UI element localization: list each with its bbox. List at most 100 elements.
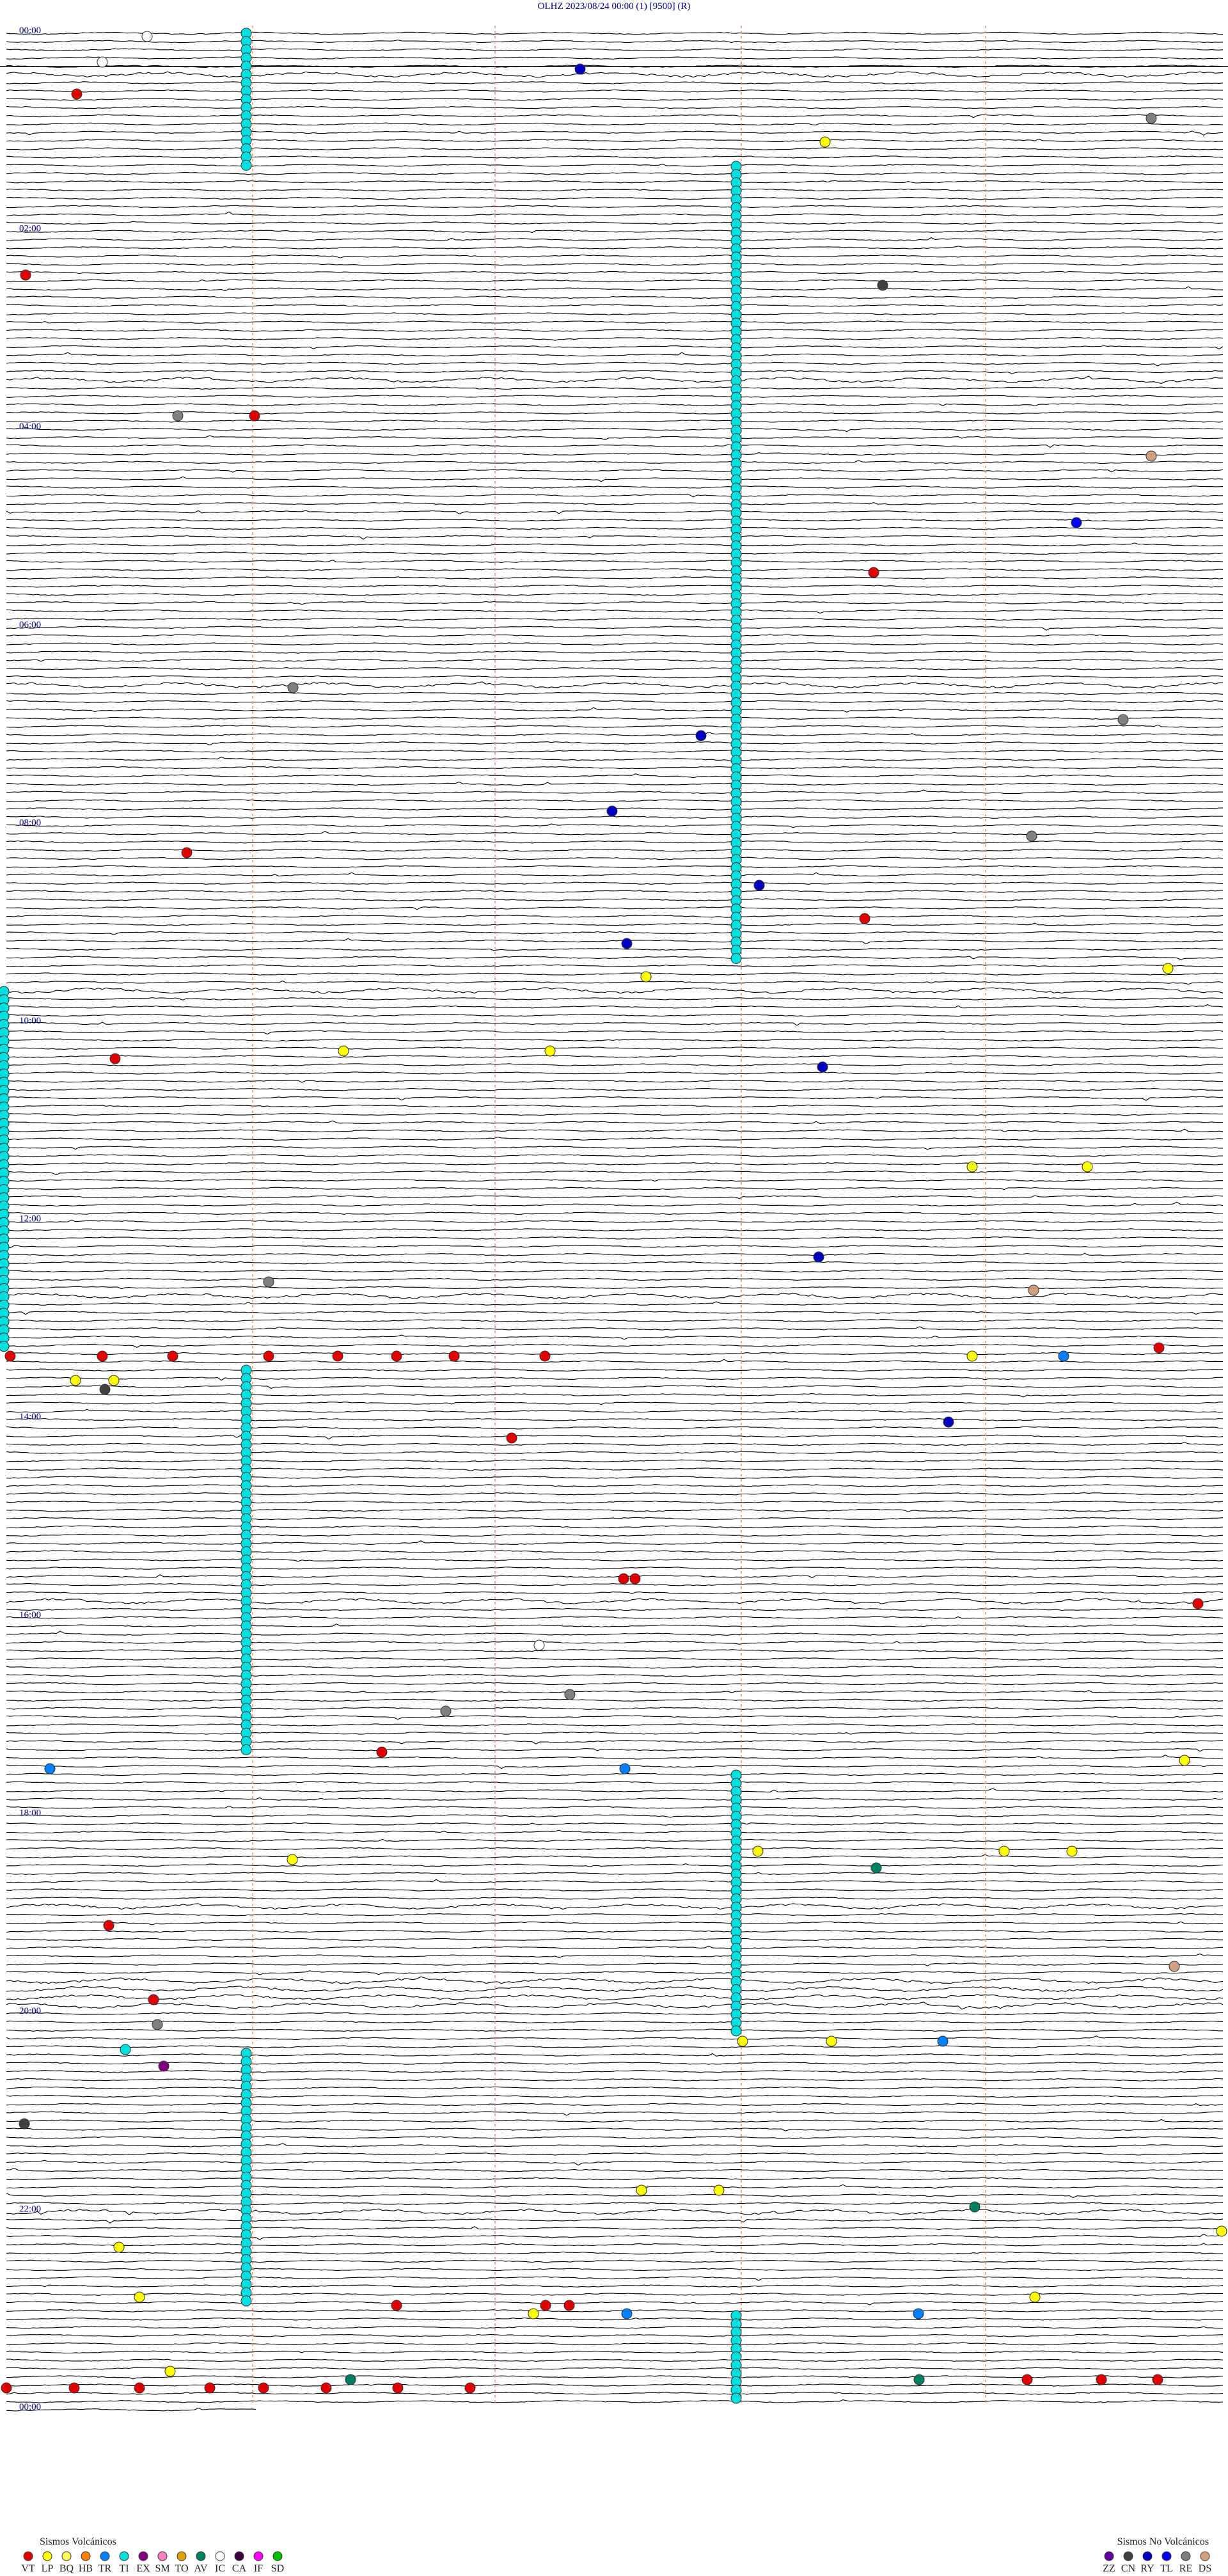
trace xyxy=(6,345,1224,350)
trace xyxy=(6,1591,1224,1595)
event-dot xyxy=(320,2382,332,2394)
legend-code: VT xyxy=(21,2563,35,2574)
hour-label: 20:00 xyxy=(19,2006,41,2016)
trace xyxy=(6,2135,1224,2139)
event-dot xyxy=(392,2382,404,2394)
event-dot xyxy=(109,1053,121,1064)
trace xyxy=(6,2226,1224,2231)
trace xyxy=(6,1467,1224,1471)
trace xyxy=(6,741,1224,746)
trace xyxy=(6,1838,1224,1842)
trace xyxy=(6,2002,1224,2010)
event-dot xyxy=(345,2374,356,2385)
trace xyxy=(6,2367,1224,2371)
trace xyxy=(6,122,1224,126)
trace xyxy=(6,1087,1224,1091)
trace xyxy=(6,551,1224,555)
legend-code: BQ xyxy=(59,2563,74,2574)
trace xyxy=(6,1237,1224,1240)
trace xyxy=(6,1913,1224,1916)
trace xyxy=(6,147,1224,150)
trace xyxy=(6,1517,1224,1521)
trace xyxy=(6,1484,1223,1487)
event-dot xyxy=(606,805,618,817)
trace xyxy=(6,1755,1224,1760)
event-dot xyxy=(1026,830,1037,842)
trace xyxy=(6,2119,1224,2122)
trace xyxy=(6,2193,1224,2199)
trace xyxy=(6,1326,1224,1331)
trace xyxy=(6,906,1224,910)
trace xyxy=(6,1829,1224,1834)
trace xyxy=(6,2012,1224,2016)
trace xyxy=(6,1112,1224,1116)
trace xyxy=(6,1343,1224,1348)
legend-dot xyxy=(23,2551,33,2561)
event-dot xyxy=(737,2035,748,2047)
trace xyxy=(6,781,1224,786)
trace xyxy=(6,2028,1223,2032)
trace xyxy=(6,1004,1224,1009)
trace xyxy=(6,329,1224,332)
trace xyxy=(6,731,1224,736)
trace xyxy=(6,1616,1224,1620)
event-dot xyxy=(1096,2374,1107,2385)
trace xyxy=(6,535,1224,540)
trace xyxy=(6,1201,1224,1207)
trace xyxy=(6,1847,1224,1851)
event-dot xyxy=(448,1350,460,1362)
event-dot xyxy=(263,1350,274,1362)
trace xyxy=(6,568,1224,571)
legend-dot xyxy=(119,2551,129,2561)
trace xyxy=(6,675,1224,679)
event-dot xyxy=(44,1763,56,1774)
event-dot xyxy=(440,1705,452,1717)
trace xyxy=(6,1597,1224,1604)
event-dot xyxy=(97,1350,108,1362)
trace xyxy=(6,211,1224,217)
trace xyxy=(6,2202,1224,2205)
trace xyxy=(6,286,1224,292)
trace xyxy=(6,1773,1224,1776)
event-dot xyxy=(70,1375,81,1386)
trace xyxy=(6,1814,1223,1818)
trace xyxy=(6,1128,1224,1133)
trace xyxy=(6,246,1224,249)
event-dot xyxy=(1021,2374,1033,2385)
trace xyxy=(6,230,1223,233)
event-dot xyxy=(966,1161,978,1173)
trace xyxy=(6,1146,1224,1150)
trace xyxy=(6,1451,1224,1455)
trace xyxy=(6,411,1224,415)
trace xyxy=(6,502,1224,505)
trace xyxy=(6,1732,1224,1735)
trace xyxy=(6,1549,1224,1553)
trace xyxy=(6,576,1224,580)
event-dot xyxy=(621,938,633,949)
trace xyxy=(6,2251,1224,2255)
event-dot xyxy=(621,2308,633,2319)
trace xyxy=(6,1334,1224,1340)
trace xyxy=(6,138,1224,142)
event-dot xyxy=(240,2295,252,2307)
trace xyxy=(6,1690,1224,1694)
legend-code: SD xyxy=(271,2563,284,2574)
trace xyxy=(6,972,1224,976)
trace xyxy=(6,1698,1224,1702)
trace xyxy=(6,1030,1224,1035)
trace xyxy=(6,1162,1224,1166)
trace xyxy=(6,1525,1224,1529)
trace xyxy=(6,1104,1224,1108)
trace xyxy=(6,1805,1224,1809)
trace xyxy=(6,1888,1224,1892)
trace xyxy=(6,1418,1224,1421)
event-dot xyxy=(877,280,888,291)
event-dot xyxy=(1152,2374,1163,2385)
trace xyxy=(6,922,1224,926)
event-dot xyxy=(376,1746,388,1758)
trace xyxy=(6,1879,1224,1883)
trace xyxy=(6,476,1224,482)
trace xyxy=(6,2160,1224,2166)
trace xyxy=(6,1154,1223,1157)
trace xyxy=(6,1013,1224,1017)
